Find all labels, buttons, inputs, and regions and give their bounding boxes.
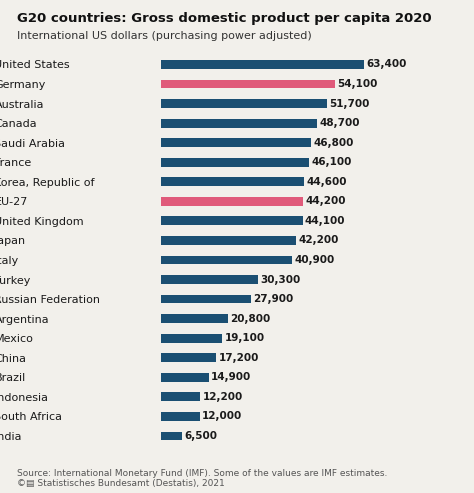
Text: 48,700: 48,700	[319, 118, 360, 128]
Bar	[161, 119, 317, 128]
Text: 17,200: 17,200	[219, 352, 259, 363]
Text: 14,900: 14,900	[211, 372, 251, 382]
Bar	[161, 80, 335, 88]
Text: ©▤ Statistisches Bundesamt (Destatis), 2021: ©▤ Statistisches Bundesamt (Destatis), 2…	[17, 479, 224, 488]
Bar	[161, 431, 182, 440]
Bar	[161, 60, 365, 69]
Bar	[161, 138, 311, 147]
Text: 12,000: 12,000	[202, 411, 242, 422]
Text: 27,900: 27,900	[253, 294, 293, 304]
Text: 30,300: 30,300	[261, 275, 301, 284]
Bar	[161, 353, 216, 362]
Bar	[161, 255, 292, 264]
Bar	[161, 373, 209, 382]
Bar	[161, 412, 200, 421]
Bar	[161, 197, 303, 206]
Text: 46,100: 46,100	[311, 157, 352, 167]
Text: 6,500: 6,500	[184, 431, 217, 441]
Text: 44,600: 44,600	[306, 177, 347, 187]
Text: 54,100: 54,100	[337, 79, 377, 89]
Bar	[161, 216, 302, 225]
Text: 63,400: 63,400	[367, 60, 407, 70]
Text: 51,700: 51,700	[329, 99, 370, 108]
Text: 20,800: 20,800	[230, 314, 270, 323]
Bar	[161, 99, 327, 108]
Bar	[161, 295, 251, 304]
Bar	[161, 275, 258, 284]
Bar	[161, 392, 201, 401]
Text: 40,900: 40,900	[294, 255, 335, 265]
Text: 46,800: 46,800	[313, 138, 354, 148]
Text: 44,100: 44,100	[305, 216, 346, 226]
Text: 42,200: 42,200	[299, 236, 339, 246]
Bar	[161, 177, 304, 186]
Bar	[161, 158, 309, 167]
Text: Source: International Monetary Fund (IMF). Some of the values are IMF estimates.: Source: International Monetary Fund (IMF…	[17, 469, 387, 478]
Bar	[161, 236, 296, 245]
Text: International US dollars (purchasing power adjusted): International US dollars (purchasing pow…	[17, 31, 311, 40]
Text: 44,200: 44,200	[305, 196, 346, 207]
Text: 12,200: 12,200	[202, 392, 243, 402]
Text: 19,100: 19,100	[225, 333, 265, 343]
Bar	[161, 314, 228, 323]
Text: G20 countries: Gross domestic product per capita 2020: G20 countries: Gross domestic product pe…	[17, 12, 431, 25]
Bar	[161, 334, 222, 343]
